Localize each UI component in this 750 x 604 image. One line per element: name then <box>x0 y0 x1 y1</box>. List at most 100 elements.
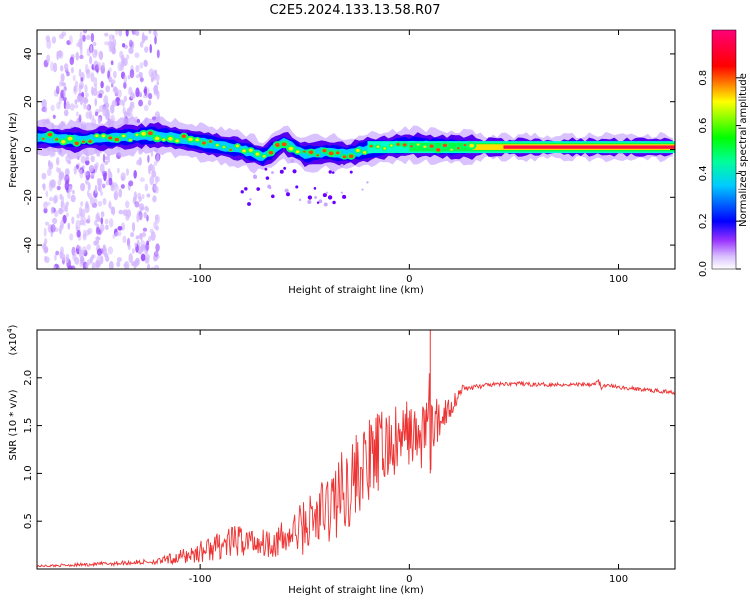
noise-speck <box>112 233 116 239</box>
noise-speck <box>65 253 70 260</box>
blob-core <box>108 136 113 140</box>
noise-speck <box>80 155 86 164</box>
noise-speck <box>128 180 134 187</box>
snr-panel: -100 0 100 0.5 1.0 1.5 2.0 Height of straight … <box>6 324 676 596</box>
noise-speck <box>75 219 81 230</box>
noise-speck <box>113 70 117 79</box>
noise-speck <box>154 31 158 37</box>
blob-core <box>141 131 147 136</box>
noise-speck <box>149 228 154 234</box>
noise-speck <box>50 104 55 112</box>
noise-speck <box>97 61 102 71</box>
snr-ytick-label: 1.5 <box>23 418 34 434</box>
noise-speck <box>73 165 77 175</box>
noise-speck <box>148 30 152 34</box>
snr-xlabel: Height of straight line (km) <box>288 585 424 596</box>
noise-speck <box>107 168 111 174</box>
noise-speck <box>119 63 125 71</box>
tail-speck <box>313 187 317 190</box>
blob-core <box>295 150 300 154</box>
blob-core <box>229 148 233 152</box>
noise-speck <box>125 30 129 37</box>
noise-speck <box>82 30 88 34</box>
noise-speck <box>84 84 88 94</box>
noise-speck <box>148 164 152 175</box>
noise-speck <box>73 104 79 109</box>
noise-speck <box>112 182 118 188</box>
noise-speck <box>129 68 135 79</box>
noise-speck <box>60 223 64 231</box>
blob-core <box>288 146 294 151</box>
noise-speck <box>142 227 148 232</box>
noise-speck <box>113 190 119 201</box>
noise-speck <box>97 200 103 207</box>
noise-speck <box>87 215 91 222</box>
noise-speck <box>79 249 84 259</box>
spectrogram-ytick-label: 40 <box>23 48 34 61</box>
noise-speck <box>63 88 66 99</box>
tail-speck <box>265 176 270 180</box>
tail-speck <box>240 190 244 194</box>
colorbar-tick-label: 0.4 <box>698 165 709 181</box>
noise-speck <box>90 32 95 43</box>
noise-speck <box>92 41 97 47</box>
colorbar-tick-label: 0.0 <box>698 261 709 277</box>
tail-speck <box>322 193 327 198</box>
noise-speck <box>122 235 127 244</box>
noise-speck <box>115 30 119 36</box>
blob-core <box>202 141 206 145</box>
snr-ytick-label: 0.5 <box>23 513 34 529</box>
blob-core <box>154 136 160 141</box>
tail-speck <box>366 181 369 184</box>
noise-speck <box>156 49 160 59</box>
noise-speck <box>98 50 104 59</box>
noise-speck <box>91 86 94 96</box>
noise-speck <box>80 213 84 222</box>
noise-speck <box>149 175 155 186</box>
noise-speck <box>125 209 132 218</box>
noise-speck <box>105 256 110 262</box>
noise-speck <box>79 261 83 268</box>
noise-speck <box>136 159 141 166</box>
noise-speck <box>89 110 92 120</box>
noise-speck <box>87 182 91 191</box>
blob-core <box>168 136 173 141</box>
noise-speck <box>59 171 63 182</box>
noise-speck <box>138 210 143 221</box>
blob-core <box>88 140 92 143</box>
noise-speck <box>110 186 116 192</box>
noise-speck <box>145 253 150 260</box>
noise-speck <box>110 104 115 114</box>
blob-core <box>396 143 400 146</box>
tail-speck <box>325 191 328 194</box>
noise-speck <box>67 222 71 230</box>
tail-speck <box>342 194 347 199</box>
spectrogram-xtick-label: 100 <box>609 274 628 285</box>
colorbar: 0.0 0.2 0.4 0.6 0.8 Normalized spectral ampl… <box>698 29 749 277</box>
noise-speck <box>156 90 160 100</box>
noise-speck <box>155 176 160 183</box>
noise-speck <box>76 244 80 249</box>
blob-core <box>275 143 280 147</box>
noise-speck <box>69 233 74 241</box>
noise-speck <box>130 232 135 238</box>
tail-speck <box>307 199 312 205</box>
noise-speck <box>127 74 131 80</box>
snr-multiplier: (x104) <box>6 324 19 355</box>
noise-speck <box>123 263 129 268</box>
spectrogram-ytick-label: -20 <box>23 189 34 205</box>
noise-speck <box>154 35 157 45</box>
noise-speck <box>127 243 131 251</box>
noise-speck <box>122 100 125 108</box>
noise-speck <box>72 189 75 195</box>
noise-speck <box>85 34 91 41</box>
blob-core <box>162 138 166 141</box>
noise-speck <box>44 255 48 262</box>
snr-axes: -100 0 100 0.5 1.0 1.5 2.0 <box>23 330 675 585</box>
tail-speck <box>264 167 268 171</box>
noise-speck <box>63 109 69 117</box>
noise-speck <box>86 243 91 251</box>
noise-speck <box>105 85 111 93</box>
blob-core <box>456 147 460 150</box>
noise-speck <box>143 94 148 99</box>
